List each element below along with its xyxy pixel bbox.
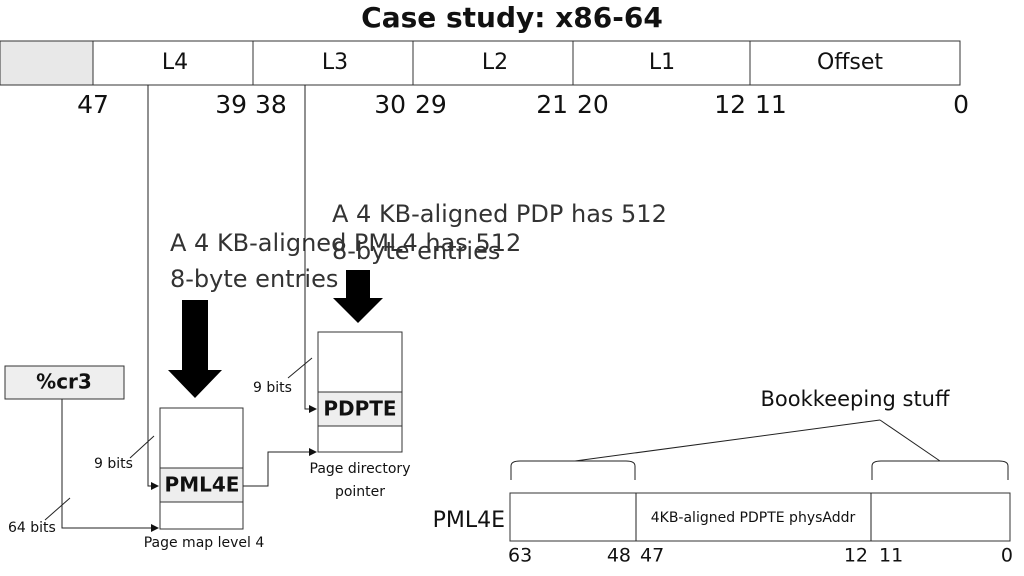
brace xyxy=(510,460,636,480)
field-text: 4KB-aligned PDPTE physAddr xyxy=(651,510,856,526)
entry-name: PML4E xyxy=(433,508,505,533)
annotation: 8-byte entries xyxy=(170,265,338,293)
bit-number: 47 xyxy=(77,90,109,119)
entry-label: PDPTE xyxy=(323,397,396,421)
caption: Page map level 4 xyxy=(144,535,265,551)
bit-label: 64 bits xyxy=(8,520,56,536)
bit-number: 0 xyxy=(1001,545,1013,567)
bit-number: 12 xyxy=(844,545,868,567)
title: Case study: x86-64 xyxy=(361,1,663,34)
connector xyxy=(574,419,881,462)
field-box xyxy=(572,40,751,86)
bookkeeping-label: Bookkeeping stuff xyxy=(761,387,950,411)
field-box xyxy=(252,40,414,86)
pdpte-row xyxy=(317,391,403,427)
bit-tick xyxy=(287,357,313,379)
unused-bits xyxy=(0,40,94,86)
field-label: L2 xyxy=(482,50,508,75)
bit-number: 11 xyxy=(755,90,787,119)
bit-number: 39 xyxy=(215,90,247,119)
bit-number: 0 xyxy=(953,90,969,119)
bit-number: 48 xyxy=(607,545,631,567)
bit-number: 11 xyxy=(879,545,903,567)
bit-number: 30 xyxy=(374,90,406,119)
bit-label: 9 bits xyxy=(253,380,292,396)
cr3-label: %cr3 xyxy=(36,370,92,394)
field-box xyxy=(412,40,574,86)
field-label: Offset xyxy=(817,50,883,75)
cr3-box xyxy=(4,365,125,400)
caption: pointer xyxy=(335,484,385,500)
field-label: L4 xyxy=(162,50,188,75)
bit-tick xyxy=(129,435,155,459)
annotation: A 4 KB-aligned PML4 has 512 xyxy=(170,229,521,257)
brace xyxy=(871,460,1009,480)
field-box xyxy=(92,40,254,86)
annotation: 8-byte entries xyxy=(332,237,500,265)
bit-label: 9 bits xyxy=(94,456,133,472)
pml4e-row xyxy=(159,467,244,503)
field-label: L1 xyxy=(649,50,675,75)
bit-number: 20 xyxy=(577,90,609,119)
bit-number: 63 xyxy=(508,545,532,567)
field-label: L3 xyxy=(322,50,348,75)
bit-number: 47 xyxy=(640,545,664,567)
index-arrow xyxy=(304,85,317,413)
big-arrow xyxy=(168,300,222,398)
cr3-arrow xyxy=(61,399,159,532)
entry-box xyxy=(509,492,1011,542)
bit-number: 38 xyxy=(255,90,287,119)
bit-number: 12 xyxy=(714,90,746,119)
field-box xyxy=(749,40,961,86)
connector xyxy=(879,419,941,462)
bit-number: 29 xyxy=(415,90,447,119)
annotation: A 4 KB-aligned PDP has 512 xyxy=(332,200,667,228)
entry-label: PML4E xyxy=(165,473,240,497)
bit-tick xyxy=(44,497,71,521)
big-arrow xyxy=(333,270,383,323)
bit-number: 21 xyxy=(536,90,568,119)
index-arrow xyxy=(147,85,159,490)
caption: Page directory xyxy=(310,461,411,477)
pointer-arrow xyxy=(243,448,317,487)
